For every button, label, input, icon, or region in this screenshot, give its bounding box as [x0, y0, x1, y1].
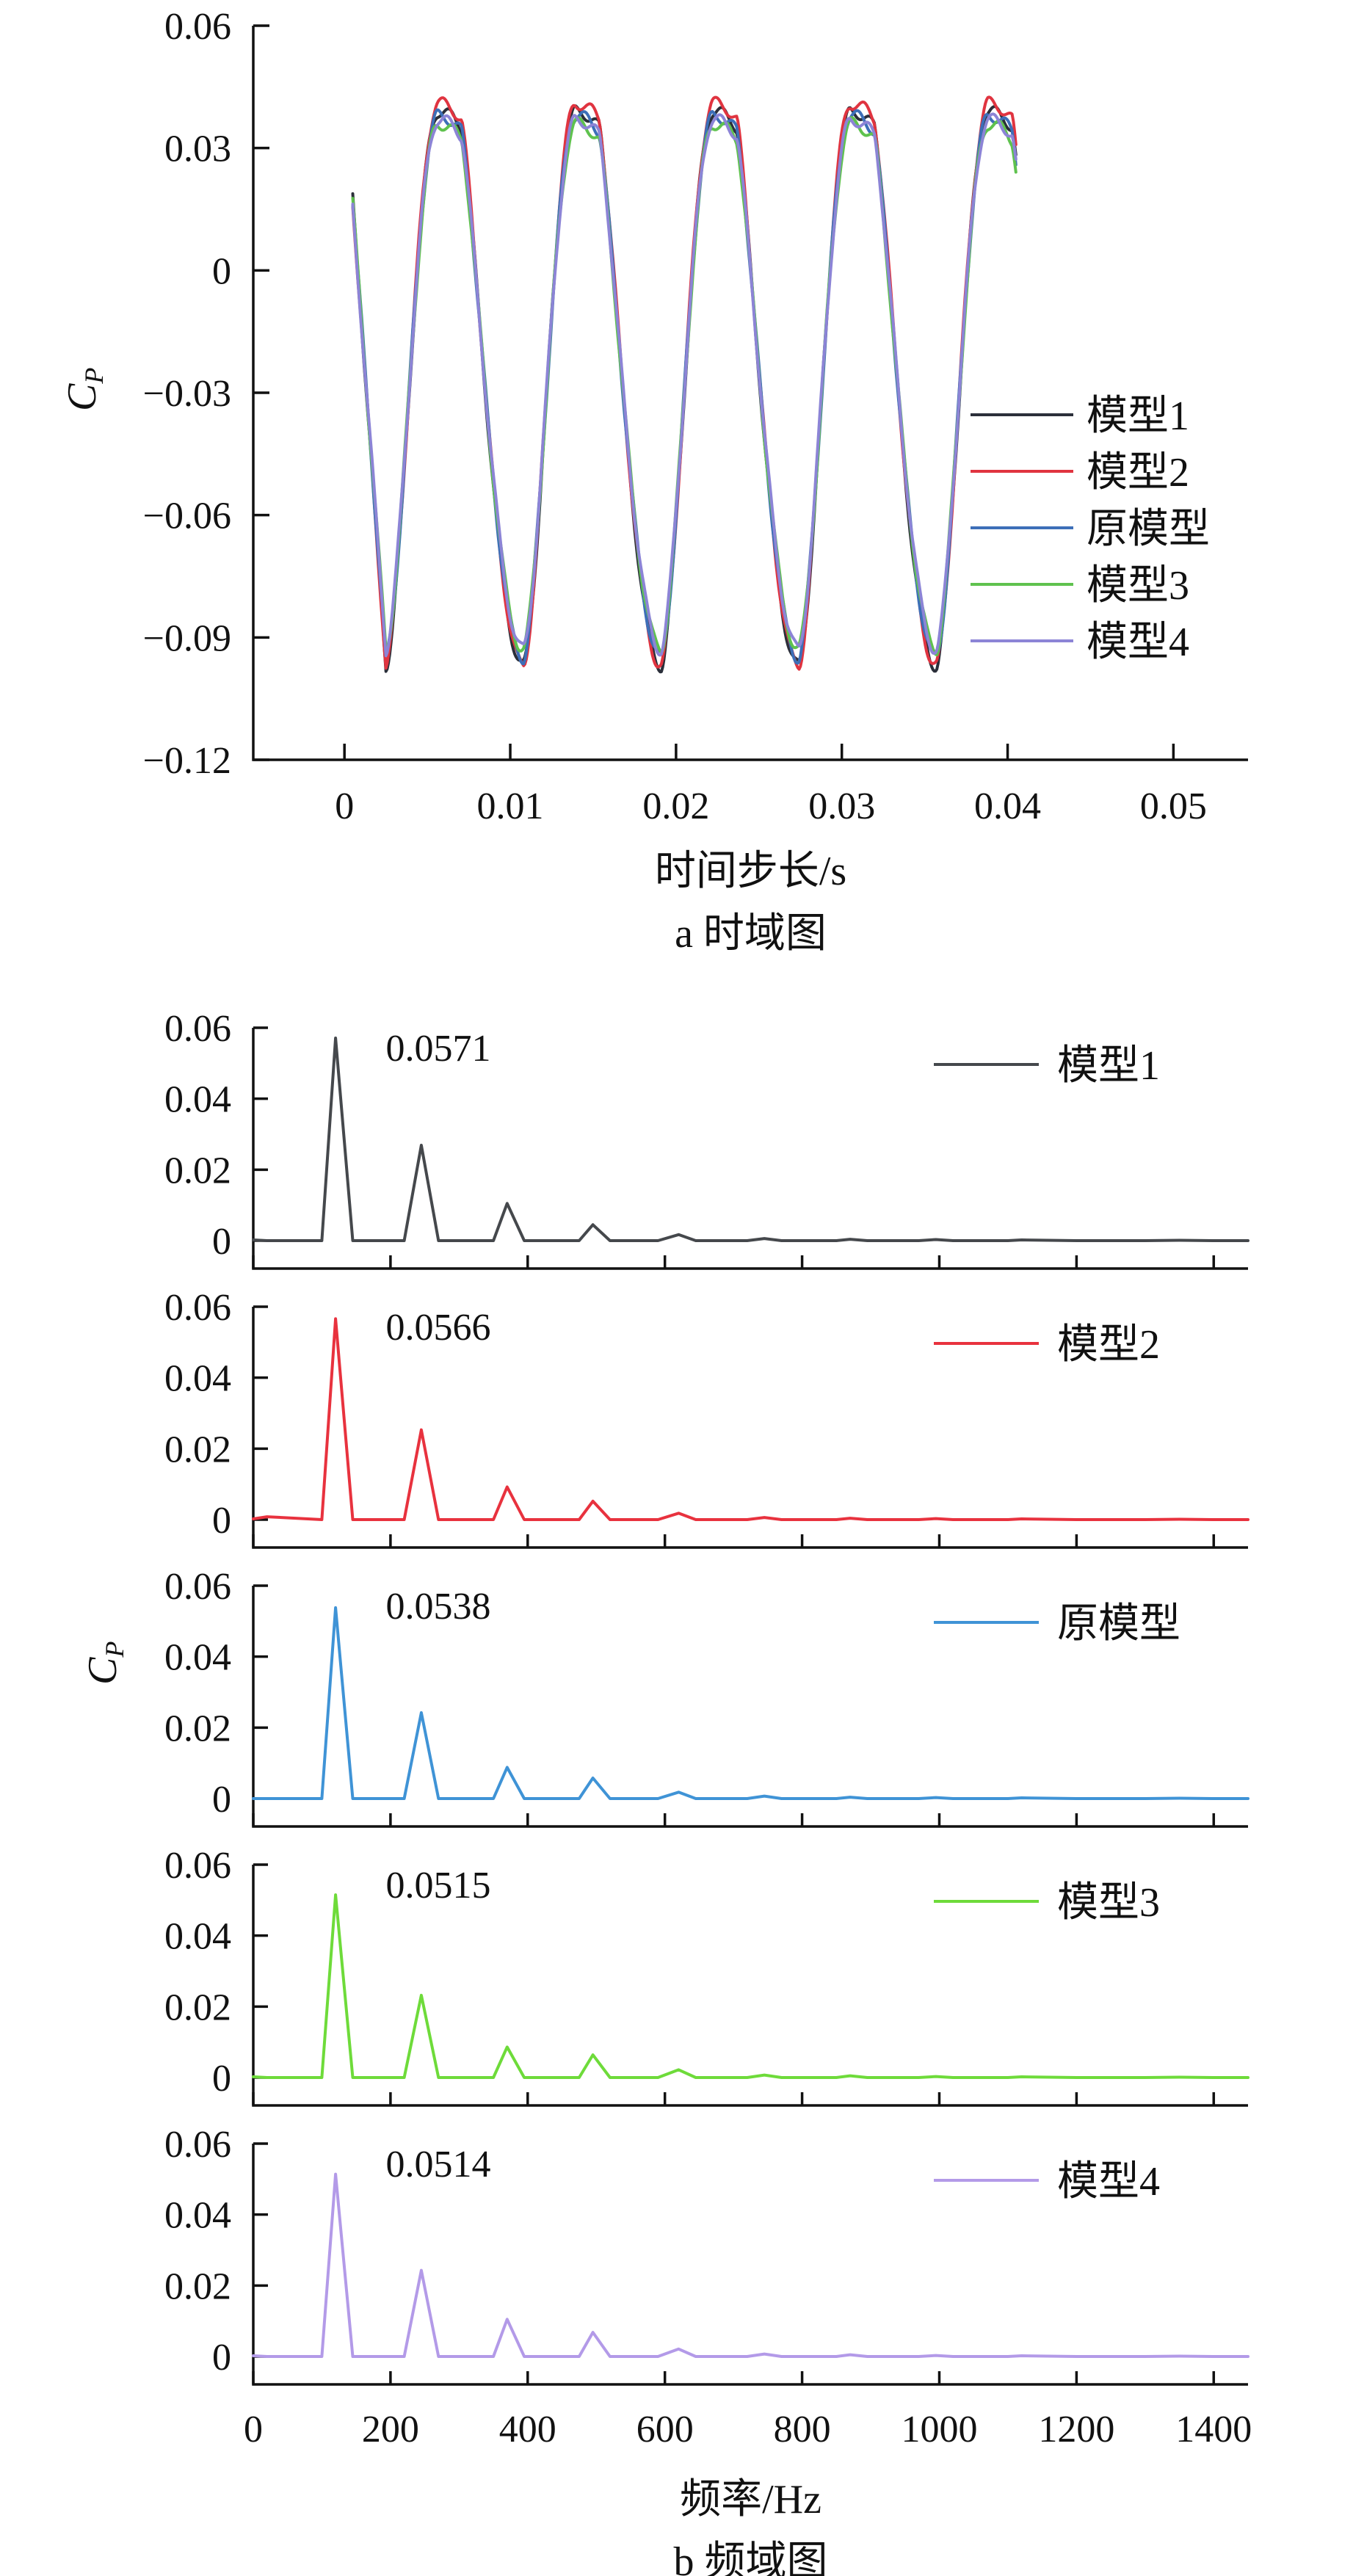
frequency-y-tick-label: 0.02	[164, 1987, 231, 2028]
time-domain-series-line-5	[351, 112, 1018, 658]
time-domain-x-tick-label: 0.01	[477, 786, 544, 827]
frequency-legend-label-4: 模型3	[1057, 1880, 1160, 1926]
time-domain-y-tick-label: −0.03	[143, 373, 231, 415]
time-domain-legend-label-5: 模型4	[1087, 620, 1189, 665]
frequency-x-tick-label-600: 600	[636, 2409, 694, 2450]
frequency-series-line-4	[252, 1893, 1249, 2079]
time-domain-y-tick-label: −0.09	[143, 617, 231, 659]
frequency-x-tick-label-0: 0	[244, 2409, 263, 2450]
frequency-x-tick-label-400: 400	[499, 2409, 556, 2450]
frequency-y-tick-label: 0	[212, 1500, 231, 1542]
frequency-y-tick-label: 0	[212, 1779, 231, 1821]
time-domain-caption: a 时域图	[675, 911, 827, 957]
frequency-domain-x-axis: 0 200 400 600 800 1000 1200 1400	[244, 2409, 1252, 2450]
time-domain-legend-label-1: 模型1	[1087, 393, 1189, 439]
frequency-x-tick-label-200: 200	[362, 2409, 419, 2450]
time-domain-y-tick-label: 0.06	[164, 6, 231, 48]
frequency-peak-label-5: 0.0514	[386, 2144, 491, 2185]
time-domain-y-axis-title: CP	[59, 368, 109, 411]
time-domain-y-tick-label: −0.12	[143, 740, 231, 782]
frequency-y-tick-label: 0.04	[164, 1637, 231, 1679]
frequency-y-tick-label: 0.06	[164, 1566, 231, 1608]
time-domain-chart: 0.06 0.03 0 −0.03 −0.06 −0.09 −0.12 0 0.01 0.02 0.…	[59, 6, 1248, 957]
frequency-domain-y-axis-title: CP	[80, 1641, 129, 1685]
frequency-domain-panels: 0.06 0.04 0.02 0 0.0571 模型1 0.06 0.04 0.02 0 0.056…	[164, 1008, 1249, 2386]
time-domain-legend-label-4: 模型3	[1087, 563, 1189, 609]
frequency-legend-label-2: 模型2	[1057, 1322, 1160, 1368]
frequency-legend-label-3: 原模型	[1057, 1601, 1180, 1647]
frequency-y-tick-label: 0.02	[164, 1708, 231, 1749]
frequency-y-tick-label: 0.04	[164, 2195, 231, 2237]
time-domain-legend-label-2: 模型2	[1087, 450, 1189, 496]
frequency-peak-label-3: 0.0538	[386, 1586, 491, 1628]
frequency-x-tick-label-1000: 1000	[901, 2409, 977, 2450]
frequency-series-line-5	[252, 2172, 1249, 2358]
frequency-y-tick-label: 0.06	[164, 1845, 231, 1887]
frequency-y-tick-label: 0.06	[164, 2124, 231, 2166]
frequency-panel-2: 0.06 0.04 0.02 0 0.0566 模型2	[164, 1287, 1249, 1549]
frequency-panel-4: 0.06 0.04 0.02 0 0.0515 模型3	[164, 1845, 1249, 2107]
frequency-y-tick-label: 0.06	[164, 1287, 231, 1329]
time-domain-axes: 0.06 0.03 0 −0.03 −0.06 −0.09 −0.12 0 0.01 0.02 0.…	[143, 6, 1248, 827]
frequency-series-line-2	[252, 1317, 1249, 1521]
frequency-x-tick-label-1400: 1400	[1175, 2409, 1252, 2450]
time-domain-legend-label-3: 原模型	[1087, 507, 1210, 552]
time-domain-x-tick-label: 0	[335, 786, 354, 827]
frequency-series-line-1	[252, 1037, 1249, 1242]
frequency-y-tick-label: 0.02	[164, 2265, 231, 2307]
frequency-domain-chart: 0.06 0.04 0.02 0 0.0571 模型1 0.06 0.04 0.02 0 0.056…	[80, 1008, 1252, 2576]
frequency-y-tick-label: 0	[212, 2337, 231, 2379]
frequency-peak-label-1: 0.0571	[386, 1028, 491, 1070]
frequency-y-tick-label: 0.04	[164, 1916, 231, 1958]
time-domain-y-tick-label: −0.06	[143, 496, 231, 537]
frequency-y-tick-label: 0.02	[164, 1429, 231, 1470]
time-domain-x-tick-label: 0.03	[808, 786, 875, 827]
frequency-peak-label-4: 0.0515	[386, 1865, 491, 1906]
frequency-y-tick-label: 0.04	[164, 1358, 231, 1400]
frequency-y-tick-label: 0.06	[164, 1008, 231, 1050]
frequency-domain-caption: b 频域图	[674, 2539, 828, 2576]
frequency-x-tick-label-800: 800	[774, 2409, 831, 2450]
frequency-series-line-3	[252, 1606, 1249, 1800]
time-domain-series	[351, 95, 1018, 674]
time-domain-x-tick-label: 0.02	[642, 786, 709, 827]
frequency-x-tick-label-1200: 1200	[1038, 2409, 1114, 2450]
time-domain-x-tick-label: 0.04	[974, 786, 1041, 827]
time-domain-x-tick-label: 0.05	[1140, 786, 1207, 827]
frequency-y-tick-label: 0.04	[164, 1079, 231, 1121]
frequency-legend-label-5: 模型4	[1057, 2159, 1160, 2205]
frequency-domain-x-axis-title: 频率/Hz	[680, 2477, 821, 2522]
frequency-peak-label-2: 0.0566	[386, 1307, 491, 1349]
time-domain-y-tick-label: 0	[212, 250, 231, 292]
time-domain-x-axis-title: 时间步长/s	[655, 849, 846, 894]
frequency-y-tick-label: 0	[212, 2058, 231, 2100]
time-domain-y-tick-label: 0.03	[164, 128, 231, 170]
frequency-y-tick-label: 0.02	[164, 1150, 231, 1191]
frequency-panel-3: 0.06 0.04 0.02 0 0.0538 原模型	[164, 1566, 1249, 1828]
frequency-panel-1: 0.06 0.04 0.02 0 0.0571 模型1	[164, 1008, 1249, 1270]
frequency-legend-label-1: 模型1	[1057, 1043, 1160, 1089]
frequency-panel-5: 0.06 0.04 0.02 0 0.0514 模型4	[164, 2124, 1249, 2386]
frequency-y-tick-label: 0	[212, 1221, 231, 1263]
